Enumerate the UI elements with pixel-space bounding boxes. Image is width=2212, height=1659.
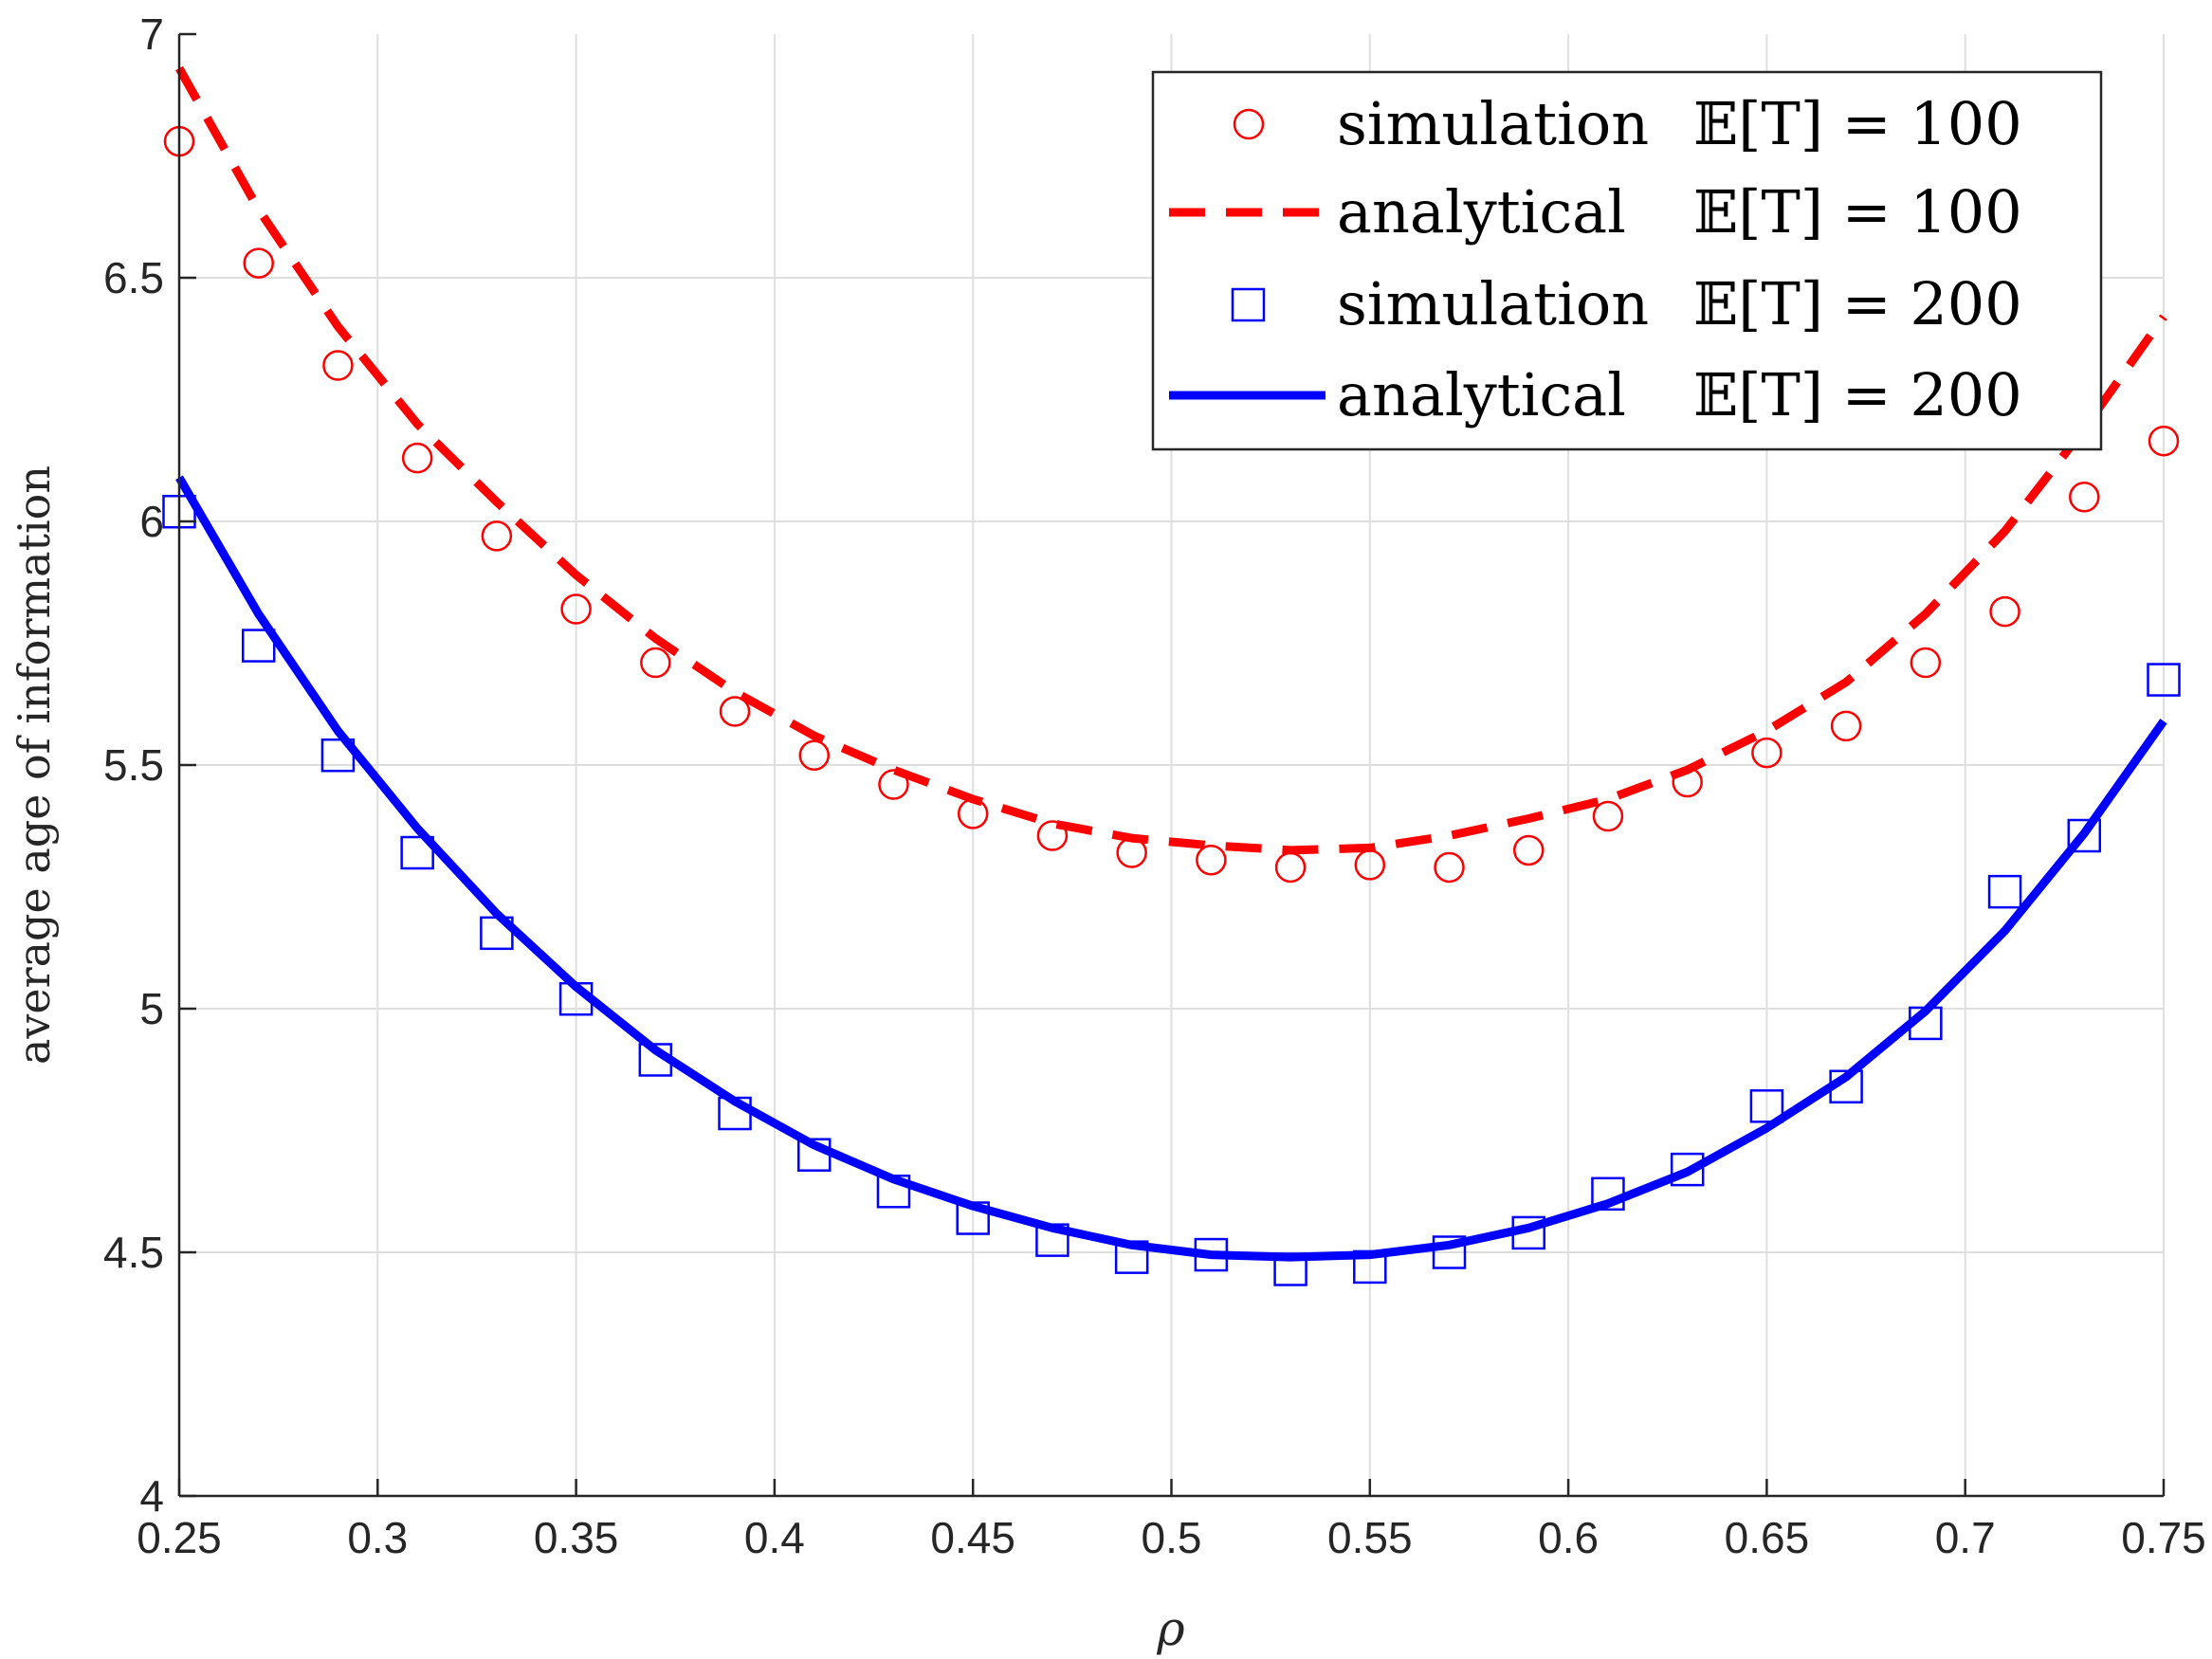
legend-marker-square [1231, 287, 1266, 322]
y-tick-label: 7 [139, 9, 164, 59]
data-point-circle [1751, 737, 1782, 769]
y-tick-label: 5.5 [103, 740, 164, 790]
data-point-circle [878, 769, 909, 800]
x-axis-title: ρ [1156, 1601, 1185, 1656]
data-point-circle [1830, 710, 1862, 742]
data-point-square [1670, 1152, 1705, 1187]
data-point-square [1749, 1089, 1784, 1123]
series-layer [162, 65, 2181, 1286]
data-point-circle [1910, 647, 1942, 679]
legend-box [1151, 70, 2103, 451]
x-tick-label: 0.7 [1935, 1513, 1996, 1562]
legend-method-sim-100: simulation [1337, 89, 1649, 158]
ticks: 0.25 0.3 0.35 0.4 0.45 0.5 0.55 0.6 0.65 0.7 0.75 4… [103, 9, 2206, 1562]
legend-marker-circle [1233, 108, 1265, 140]
x-tick-label: 0.5 [1142, 1513, 1202, 1562]
x-tick-label: 0.55 [1327, 1513, 1413, 1562]
data-point-square [241, 629, 276, 663]
series-dashed-1 [175, 65, 2167, 855]
legend-method-ana-200: analytical [1337, 360, 1626, 429]
legend-label-sim-100: simulation 𝔼[T] = 100 [1337, 89, 2022, 158]
y-tick-label: 4.5 [103, 1228, 164, 1277]
y-tick-label: 6.5 [103, 253, 164, 302]
legend-label-ana-200: analytical 𝔼[T] = 200 [1337, 360, 2022, 429]
data-point-square [400, 835, 434, 870]
x-tick-label: 0.65 [1725, 1513, 1810, 1562]
x-tick-label: 0.4 [744, 1513, 805, 1562]
data-point-circle [798, 739, 831, 771]
legend-eq-ana-100: 𝔼[T] = 100 [1693, 177, 2022, 246]
legend: simulation 𝔼[T] = 100 analytical 𝔼[T] = … [1151, 70, 2103, 451]
data-point-square [1432, 1235, 1467, 1269]
legend-label-sim-200: simulation 𝔼[T] = 200 [1337, 269, 2022, 338]
data-point-circle [1434, 851, 1465, 884]
series-solid-3 [175, 475, 2167, 1262]
x-tick-label: 0.6 [1538, 1513, 1599, 1562]
data-point-circle [322, 350, 354, 381]
legend-eq-ana-200: 𝔼[T] = 200 [1693, 360, 2022, 429]
x-tick-label: 0.35 [534, 1513, 619, 1562]
x-tick-label: 0.75 [2121, 1513, 2206, 1562]
data-point-circle [719, 696, 751, 727]
data-point-circle [1512, 834, 1545, 866]
data-point-circle [481, 520, 513, 552]
x-tick-label: 0.25 [137, 1513, 222, 1562]
y-tick-label: 6 [139, 497, 164, 546]
legend-eq-sim-200: 𝔼[T] = 200 [1693, 269, 2022, 338]
data-point-circle [243, 247, 274, 279]
data-point-square [2067, 818, 2102, 853]
data-point-circle [640, 647, 671, 679]
data-point-circle [560, 593, 592, 625]
data-point-circle [401, 442, 433, 474]
data-point-circle [2148, 425, 2180, 457]
data-point-square [2147, 663, 2181, 697]
x-tick-label: 0.3 [347, 1513, 408, 1562]
x-tick-label: 0.45 [930, 1513, 1015, 1562]
legend-eq-sim-100: 𝔼[T] = 100 [1693, 89, 2022, 158]
y-tick-label: 5 [139, 984, 164, 1033]
legend-method-ana-100: analytical [1337, 177, 1626, 246]
data-point-circle [1036, 820, 1069, 851]
legend-method-sim-200: simulation [1337, 269, 1649, 338]
series-line-dashed [175, 65, 2167, 855]
data-point-circle [2069, 482, 2100, 513]
data-point-square [1987, 874, 2022, 909]
data-point-circle [1196, 844, 1227, 876]
data-point-circle [1592, 800, 1624, 832]
y-axis-title: average age of information [9, 465, 60, 1065]
series-line-solid [175, 475, 2167, 1262]
legend-label-ana-100: analytical 𝔼[T] = 100 [1337, 177, 2022, 246]
data-point-circle [1989, 595, 2020, 628]
y-tick-label: 4 [139, 1471, 164, 1521]
